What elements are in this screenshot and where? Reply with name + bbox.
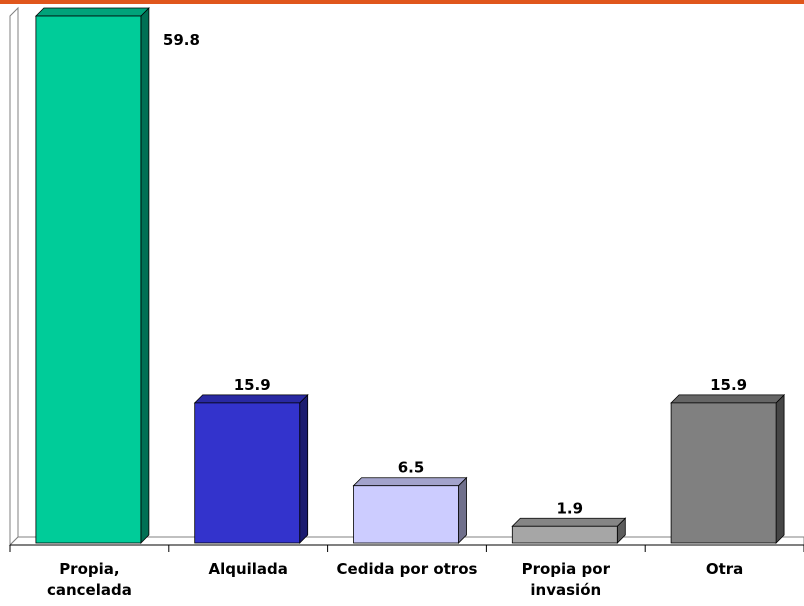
bar	[194, 402, 301, 544]
x-tick-label: Propia, cancelada	[46, 560, 132, 599]
bar	[511, 525, 618, 544]
x-tick-label: Alquilada	[208, 560, 288, 578]
bar-side	[775, 393, 785, 544]
header-stripe	[0, 0, 804, 4]
bar-side	[140, 7, 150, 544]
bar-top	[34, 7, 150, 17]
bar-top	[670, 394, 786, 404]
left-wall	[9, 6, 19, 547]
x-tick-label: Otra	[705, 560, 744, 578]
bar-side	[458, 476, 467, 544]
bar-side	[299, 393, 309, 544]
value-label: 15.9	[710, 376, 747, 394]
bar-top	[193, 394, 309, 404]
x-tick-label: Propia por invasión	[521, 560, 610, 599]
value-label: 15.9	[234, 376, 271, 394]
bar-top	[352, 477, 468, 487]
value-label: 59.8	[163, 31, 200, 49]
bar	[353, 485, 459, 544]
value-label: 1.9	[557, 499, 584, 517]
bar-top	[511, 517, 627, 527]
value-label: 6.5	[398, 459, 425, 477]
bar	[35, 15, 142, 544]
bar	[670, 402, 777, 544]
x-tick-label: Cedida por otros	[336, 560, 478, 578]
